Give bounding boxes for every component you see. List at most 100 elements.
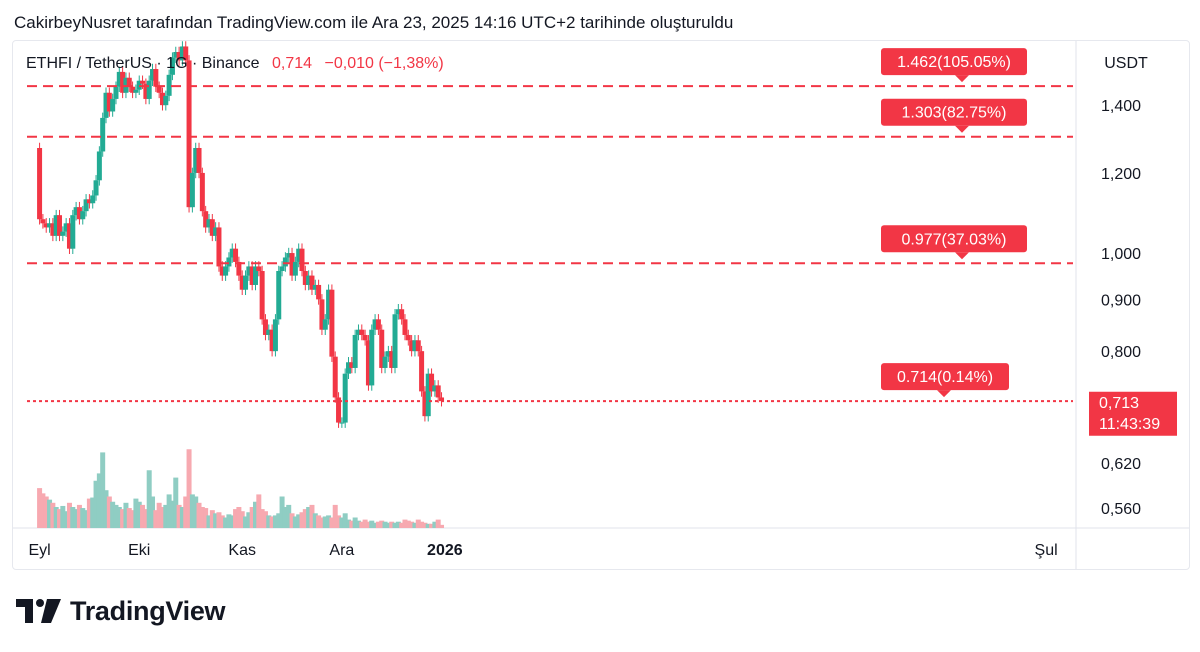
volume-bar (309, 504, 315, 528)
candle-body (375, 319, 381, 330)
volume-bar (223, 517, 229, 528)
candle-body (419, 351, 425, 392)
volume-bar (402, 519, 408, 528)
candle-body (133, 89, 139, 93)
chart-attribution: CakirbeyNusret tarafından TradingView.co… (14, 13, 734, 32)
price-level-label-box (881, 98, 1027, 126)
volume-bar (306, 507, 312, 528)
volume-bar (409, 521, 415, 528)
candle-body (57, 215, 63, 236)
candle-body (70, 215, 76, 249)
volume-bar (316, 515, 322, 528)
candle-body (415, 340, 421, 352)
candle-body (209, 219, 215, 236)
volume-bar (53, 507, 59, 528)
candle-body (392, 314, 398, 368)
candle-body (156, 86, 162, 93)
candle-body (326, 289, 332, 320)
candle-body (233, 248, 239, 262)
candle-body (110, 98, 116, 112)
tradingview-logo[interactable]: TradingView (16, 594, 226, 628)
price-chart[interactable]: USDT 1,400 1,200 1,000 0,900 0,800 0,620 0,560 E… (13, 41, 1189, 569)
candle-body (120, 71, 126, 93)
volume-bar (43, 496, 49, 528)
volume-bar (419, 521, 425, 528)
volume-bar (256, 494, 262, 528)
volume-bar (133, 498, 139, 528)
volume-bar (236, 507, 242, 528)
volume-bar (159, 507, 165, 528)
volume-bar (100, 452, 106, 528)
volume-bar (439, 524, 445, 528)
volume-bar (193, 496, 199, 528)
candle-body (382, 356, 388, 368)
candle-body (193, 147, 199, 173)
volume-bar (136, 501, 142, 528)
volume-bar (412, 522, 418, 528)
volume-bar (389, 521, 395, 528)
candle-body (289, 253, 295, 276)
candle-body (226, 257, 232, 267)
volume-bar (246, 512, 252, 528)
volume-bar (369, 520, 375, 528)
symbol-legend: ETHFI / TetherUS · 1G · Binance 0,714 −0… (26, 55, 444, 73)
volume-bar (213, 513, 219, 528)
tradingview-logo-icon (16, 599, 61, 623)
x-tick-label: Şul (1035, 542, 1058, 559)
volume-bar (259, 509, 265, 528)
candle-body (116, 71, 122, 87)
candle-body (219, 266, 225, 276)
volume-bar (189, 494, 195, 528)
candle-body (319, 299, 325, 330)
volume-bar (57, 509, 63, 528)
volume-bar (349, 520, 355, 528)
candle-body (40, 219, 46, 224)
candle-body (130, 86, 136, 93)
candle-body (379, 329, 385, 368)
candle-body (73, 207, 79, 216)
chart-panel[interactable]: USDT 1,400 1,200 1,000 0,900 0,800 0,620 0,560 E… (12, 40, 1190, 570)
volume-bar (382, 521, 388, 528)
candle-body (299, 248, 305, 272)
volume-bar (429, 523, 435, 528)
volume-bar (432, 521, 438, 528)
volume-bar (346, 519, 352, 528)
volume-bar (296, 514, 302, 528)
volume-bar (106, 496, 112, 528)
volume-bar (166, 494, 172, 528)
candle-body (385, 351, 391, 357)
candle-body (159, 92, 165, 106)
volume-bar (326, 515, 332, 528)
volume-bar (176, 504, 182, 528)
candle-body (395, 309, 401, 315)
y-tick-label: 1,000 (1101, 246, 1141, 263)
candle-body (279, 266, 285, 272)
candle-body (422, 391, 428, 417)
candle-body (336, 397, 342, 423)
candle-body (402, 319, 408, 335)
candle-body (243, 275, 249, 290)
symbol-name: ETHFI / TetherUS · 1G · Binance (26, 55, 260, 72)
volume-bar (435, 519, 441, 528)
volume-bar (279, 496, 285, 528)
price-level-pointer (955, 252, 969, 260)
candle-body (150, 69, 156, 81)
volume-bar (375, 521, 381, 528)
candle-body (286, 253, 292, 258)
bar-countdown-label: 11:43:39 (1099, 416, 1160, 433)
y-tick-label: 1,400 (1101, 98, 1141, 115)
volume-bar (163, 504, 169, 528)
y-tick-label: 0,800 (1101, 344, 1141, 361)
volume-bar (186, 449, 192, 528)
volume-bar (169, 500, 175, 528)
candle-body (296, 248, 302, 262)
volume-bar (365, 521, 371, 528)
volume-bar (422, 522, 428, 528)
candle-body (365, 340, 371, 386)
volume-bar (60, 505, 66, 528)
volume-bar (372, 522, 378, 528)
candle-body (429, 373, 435, 392)
volume-bar (183, 496, 189, 528)
volume-bar (206, 515, 212, 528)
y-tick-label: 1,200 (1101, 166, 1141, 183)
